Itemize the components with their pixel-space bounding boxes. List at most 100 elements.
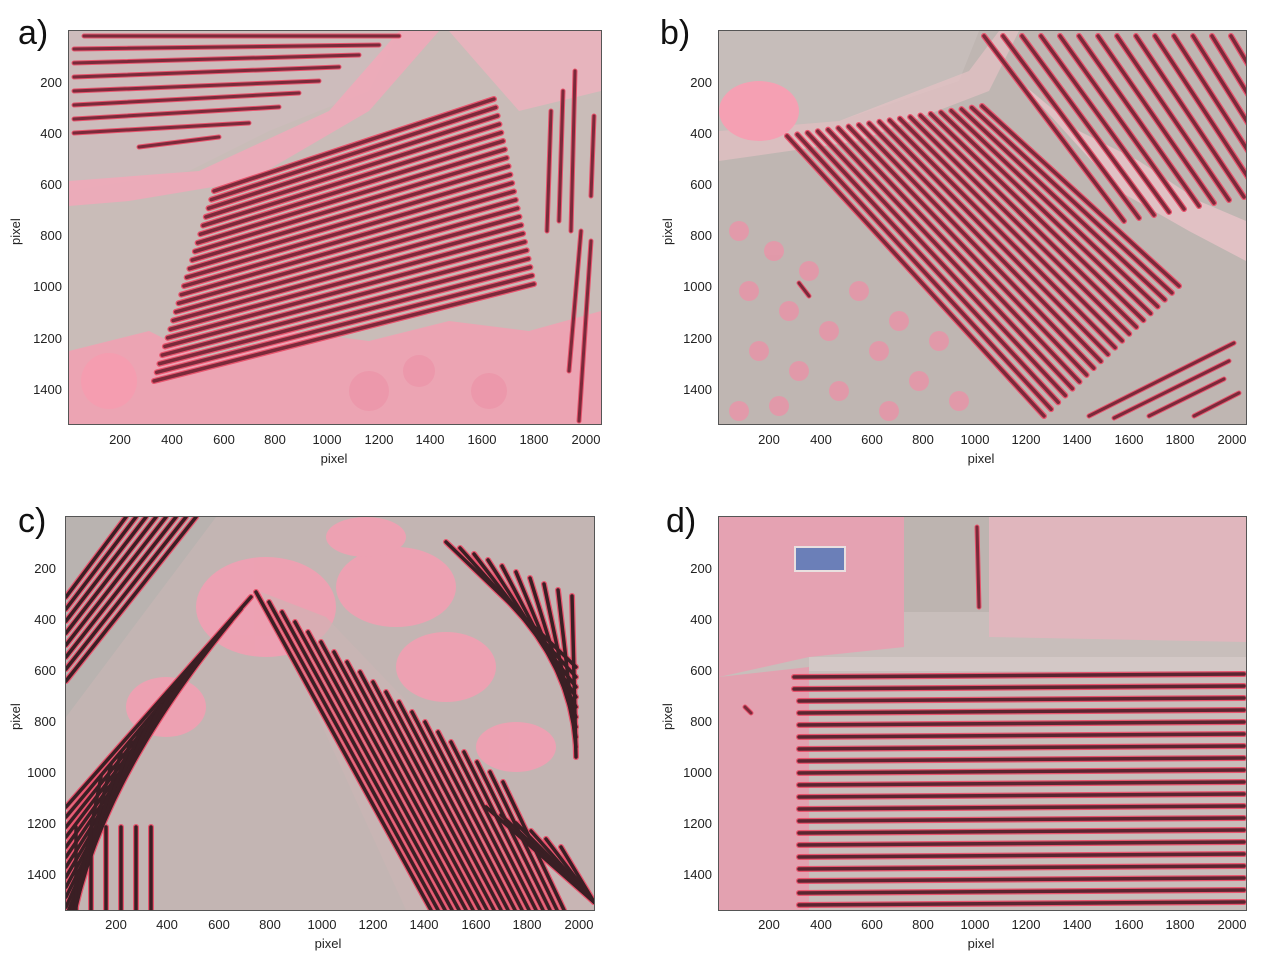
- y-tick: 1400: [33, 382, 62, 397]
- vine-row: [154, 273, 534, 375]
- vine-row: [293, 620, 454, 910]
- y-tick: 200: [690, 75, 712, 90]
- y-tick: 800: [40, 228, 62, 243]
- vine-row: [1210, 34, 1246, 95]
- x-tick: 1000: [307, 917, 337, 932]
- y-tick: 1000: [27, 765, 56, 780]
- y-tick: 600: [40, 177, 62, 192]
- x-tick: 600: [213, 432, 235, 447]
- vine-row: [449, 740, 538, 910]
- panel-d-ylabel: pixel: [660, 703, 675, 730]
- vine-row: [198, 139, 505, 236]
- y-tick: 400: [40, 126, 62, 141]
- vine-row: [187, 172, 513, 271]
- x-tick: 1400: [1062, 432, 1092, 447]
- vine-row: [887, 118, 1117, 350]
- vine-row: [66, 517, 168, 647]
- vine-row: [397, 700, 510, 910]
- y-tick: 200: [690, 561, 712, 576]
- y-tick: 600: [690, 663, 712, 678]
- vine-row: [410, 710, 517, 910]
- vine-row: [66, 517, 128, 599]
- vine-row: [797, 888, 1246, 895]
- aerial-image-a: [69, 31, 601, 424]
- y-tick: 1200: [683, 816, 712, 831]
- vine-row: [795, 132, 1053, 411]
- vine-row: [206, 114, 500, 211]
- vine-row: [209, 105, 498, 202]
- y-tick: 200: [40, 75, 62, 90]
- vine-row: [66, 517, 188, 671]
- vine-row: [867, 121, 1103, 364]
- y-tick: 1200: [683, 331, 712, 346]
- vine-row: [797, 816, 1246, 823]
- vine-row: [797, 708, 1246, 715]
- vine-row: [797, 864, 1246, 871]
- vine-row: [792, 684, 1246, 691]
- vine-row: [201, 130, 504, 228]
- vine-row: [1153, 34, 1246, 178]
- x-tick: 800: [259, 917, 281, 932]
- x-tick: 1200: [358, 917, 388, 932]
- y-tick: 1200: [33, 331, 62, 346]
- vine-row: [797, 804, 1246, 811]
- vine-row: [797, 768, 1246, 775]
- x-tick: 1800: [512, 917, 542, 932]
- panel-b-ylabel: pixel: [660, 218, 675, 245]
- vine-row: [66, 517, 148, 623]
- x-tick: 1000: [960, 917, 990, 932]
- x-tick: 1000: [312, 432, 342, 447]
- panel-b-image: [718, 30, 1247, 425]
- vine-row: [797, 696, 1246, 703]
- vine-row: [797, 876, 1246, 883]
- vine-row: [1134, 34, 1246, 199]
- x-tick: 800: [912, 917, 934, 932]
- vine-row: [918, 113, 1139, 329]
- x-tick: 1600: [1114, 917, 1144, 932]
- vine-row: [254, 590, 433, 910]
- vine-row: [949, 108, 1160, 309]
- y-tick: 400: [690, 126, 712, 141]
- vine-row: [982, 34, 1126, 223]
- aerial-image-d: [719, 517, 1246, 910]
- x-tick: 1400: [1062, 917, 1092, 932]
- x-tick: 200: [109, 432, 131, 447]
- x-tick: 400: [810, 917, 832, 932]
- x-tick: 800: [264, 432, 286, 447]
- vine-row: [462, 750, 545, 910]
- x-tick: 1800: [1165, 432, 1195, 447]
- vine-row: [423, 720, 524, 910]
- x-tick: 1200: [364, 432, 394, 447]
- vine-row: [1058, 34, 1186, 211]
- x-tick: 1600: [461, 917, 491, 932]
- vine-row: [826, 127, 1075, 391]
- panel-c-label: c): [18, 502, 47, 540]
- x-tick: 1800: [519, 432, 549, 447]
- vine-row: [267, 600, 440, 910]
- vine-row: [857, 123, 1096, 370]
- vine-row: [1191, 34, 1246, 124]
- vine-row: [371, 680, 496, 910]
- x-tick: 1200: [1011, 432, 1041, 447]
- vine-row: [182, 189, 516, 288]
- vine-row: [797, 792, 1246, 799]
- vine-row: [168, 231, 525, 331]
- y-tick: 600: [690, 177, 712, 192]
- vine-row: [559, 845, 594, 904]
- vine-row: [805, 131, 1060, 405]
- vine-row: [160, 257, 531, 357]
- x-tick: 1600: [467, 432, 497, 447]
- x-tick: 600: [208, 917, 230, 932]
- vine-row: [345, 660, 482, 910]
- vine-row: [66, 517, 178, 659]
- vine-row: [816, 129, 1068, 398]
- y-tick: 1000: [33, 279, 62, 294]
- y-tick: 800: [690, 228, 712, 243]
- vine-row: [959, 107, 1167, 302]
- vine-row: [1001, 34, 1141, 220]
- vine-row: [176, 206, 520, 306]
- vine-row: [1229, 34, 1246, 65]
- vine-row: [785, 134, 1046, 418]
- vine-row: [66, 517, 198, 683]
- vine-row: [384, 690, 503, 910]
